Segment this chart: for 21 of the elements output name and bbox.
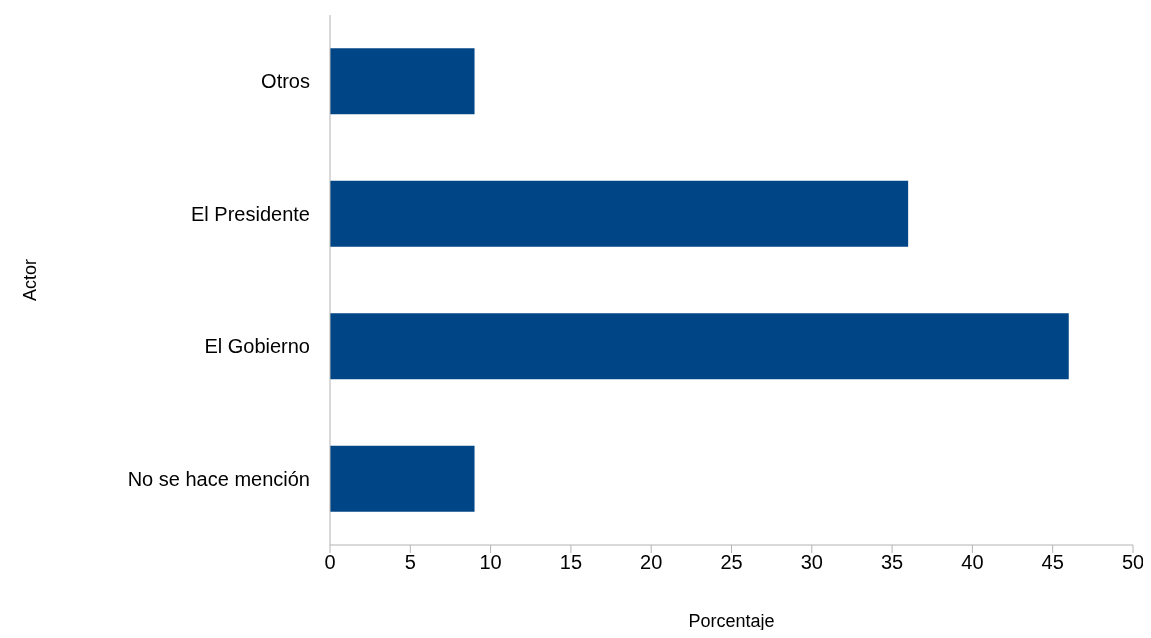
x-tick-label: 0 bbox=[324, 551, 336, 574]
x-tick-label: 20 bbox=[640, 551, 663, 574]
x-tick-label: 40 bbox=[961, 551, 984, 574]
y-tick-label: El Presidente bbox=[191, 202, 310, 225]
y-tick-label: No se hace mención bbox=[127, 467, 310, 490]
x-tick-label: 35 bbox=[880, 551, 904, 574]
x-tick-label: 25 bbox=[720, 551, 743, 574]
bar bbox=[330, 180, 909, 247]
y-axis-title: Actor bbox=[20, 258, 41, 302]
x-tick-label: 5 bbox=[404, 551, 416, 574]
y-tick-label: Otros bbox=[261, 70, 310, 93]
x-tick-label: 45 bbox=[1041, 551, 1064, 574]
x-axis-title: Porcentaje bbox=[688, 610, 775, 631]
x-tick-label: 50 bbox=[1121, 551, 1145, 574]
bar bbox=[330, 313, 1069, 380]
bar bbox=[330, 48, 475, 115]
bar bbox=[330, 445, 475, 512]
x-tick-label: 30 bbox=[800, 551, 823, 574]
y-tick-label: El Gobierno bbox=[204, 335, 310, 358]
x-tick-label: 10 bbox=[479, 551, 502, 574]
x-tick-label: 15 bbox=[559, 551, 583, 574]
